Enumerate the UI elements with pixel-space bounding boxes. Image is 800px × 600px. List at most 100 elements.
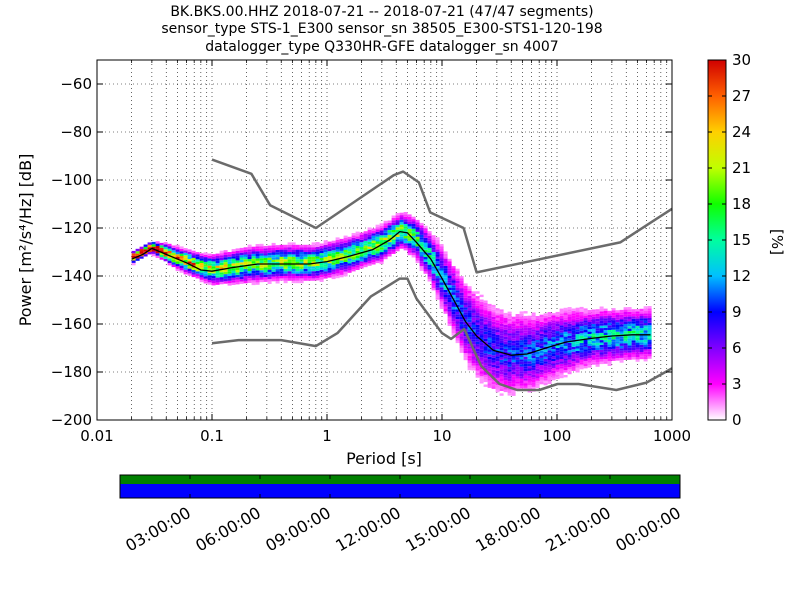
psd-density-cell	[527, 320, 532, 323]
psd-density-cell	[475, 344, 480, 347]
psd-density-cell	[463, 350, 468, 353]
psd-density-cell	[467, 343, 472, 347]
psd-density-cell	[311, 266, 316, 269]
psd-density-cell	[487, 308, 492, 312]
psd-density-cell	[399, 227, 404, 230]
psd-density-cell	[471, 329, 476, 333]
psd-density-cell	[147, 242, 152, 245]
psd-density-cell	[559, 347, 564, 350]
psd-density-cell	[227, 278, 232, 281]
psd-density-cell	[503, 317, 508, 321]
psd-density-cell	[295, 261, 300, 264]
psd-density-cell	[443, 275, 448, 278]
psd-density-cell	[227, 256, 232, 260]
psd-density-cell	[199, 258, 204, 261]
psd-density-cell	[559, 339, 564, 343]
psd-density-cell	[287, 244, 292, 248]
psd-density-cell	[539, 350, 544, 354]
psd-density-cell	[647, 337, 652, 340]
psd-density-cell	[467, 310, 472, 313]
psd-density-cell	[459, 290, 464, 293]
psd-density-cell	[183, 269, 188, 272]
psd-density-cell	[535, 359, 540, 362]
psd-density-cell	[427, 269, 432, 272]
psd-density-cell	[479, 328, 484, 331]
psd-density-cell	[487, 378, 492, 381]
psd-density-cell	[303, 256, 308, 260]
psd-density-cell	[527, 363, 532, 367]
psd-density-cell	[399, 215, 404, 218]
psd-density-cell	[495, 356, 500, 359]
psd-density-cell	[563, 365, 568, 368]
psd-density-cell	[527, 354, 532, 357]
psd-density-cell	[527, 380, 532, 383]
psd-density-cell	[615, 315, 620, 318]
psd-density-cell	[259, 265, 264, 268]
psd-density-cell	[291, 244, 296, 248]
psd-density-cell	[295, 273, 300, 276]
psd-density-cell	[479, 381, 484, 384]
psd-density-cell	[375, 236, 380, 240]
psd-density-cell	[635, 321, 640, 324]
psd-density-cell	[559, 323, 564, 326]
psd-density-cell	[631, 318, 636, 322]
psd-density-cell	[407, 226, 412, 229]
x-tick-label: 0.1	[200, 427, 224, 445]
psd-density-cell	[479, 345, 484, 348]
psd-density-cell	[255, 277, 260, 280]
psd-density-cell	[215, 258, 220, 261]
psd-density-cell	[467, 300, 472, 303]
psd-density-cell	[215, 260, 220, 264]
psd-density-cell	[315, 246, 320, 250]
psd-density-cell	[459, 276, 464, 279]
psd-density-cell	[307, 276, 312, 279]
psd-density-cell	[379, 237, 384, 241]
psd-density-cell	[383, 232, 388, 236]
psd-density-cell	[159, 257, 164, 260]
psd-density-cell	[187, 256, 192, 259]
psd-density-cell	[343, 259, 348, 262]
psd-density-cell	[419, 258, 424, 262]
psd-density-cell	[415, 222, 420, 225]
psd-density-cell	[271, 278, 276, 282]
psd-density-cell	[627, 326, 632, 329]
psd-density-cell	[531, 362, 536, 366]
psd-density-cell	[219, 272, 224, 275]
availability-tick-label: 06:00:00	[192, 503, 264, 555]
psd-density-cell	[215, 256, 220, 259]
psd-density-cell	[623, 343, 628, 346]
psd-density-cell	[395, 236, 400, 240]
psd-density-cell	[239, 255, 244, 258]
psd-density-cell	[395, 227, 400, 230]
psd-density-cell	[639, 347, 644, 350]
psd-density-cell	[275, 278, 280, 282]
psd-density-cell	[539, 345, 544, 349]
psd-density-cell	[559, 373, 564, 376]
psd-density-cell	[371, 262, 376, 265]
psd-density-cell	[611, 329, 616, 333]
psd-density-cell	[283, 244, 288, 248]
psd-density-cell	[487, 349, 492, 352]
psd-density-cell	[471, 305, 476, 309]
psd-density-cell	[639, 335, 644, 338]
psd-density-cell	[427, 250, 432, 253]
psd-density-cell	[439, 251, 444, 254]
psd-density-cell	[507, 366, 512, 370]
psd-density-cell	[387, 239, 392, 243]
psd-density-cell	[631, 347, 636, 350]
psd-density-cell	[455, 302, 460, 305]
psd-density-cell	[395, 224, 400, 228]
psd-density-cell	[583, 315, 588, 318]
psd-density-cell	[403, 248, 408, 251]
psd-density-cell	[431, 280, 436, 284]
psd-density-cell	[275, 245, 280, 248]
psd-density-cell	[579, 366, 584, 370]
psd-density-cell	[467, 331, 472, 335]
psd-density-cell	[439, 284, 444, 288]
psd-density-cell	[155, 253, 160, 256]
psd-density-cell	[619, 345, 624, 349]
psd-density-cell	[615, 339, 620, 342]
psd-density-cell	[535, 316, 540, 319]
psd-density-cell	[579, 328, 584, 331]
psd-density-cell	[395, 248, 400, 252]
